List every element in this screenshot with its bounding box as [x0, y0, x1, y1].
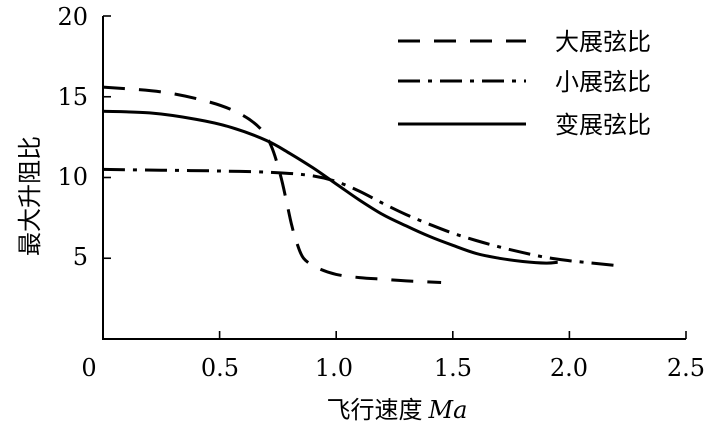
y-ticks: 5 10 15 20 [57, 3, 111, 271]
x-tick-label: 2.5 [667, 354, 705, 382]
legend-label: 小展弦比 [555, 68, 651, 96]
series-line-small-aspect-ratio [102, 167, 617, 267]
y-axis-title: 最大升阻比 [16, 136, 44, 256]
legend-item: 大展弦比 [398, 28, 651, 56]
y-tick-label: 20 [57, 3, 88, 31]
x-axis-title: 飞行速度 Ma [327, 396, 468, 424]
y-tick-label: 10 [57, 163, 88, 191]
x-tick-label: 0.5 [201, 354, 239, 382]
y-tick-label: 5 [73, 243, 88, 271]
x-tick-label: 0 [81, 354, 96, 382]
x-ticks: 0 0.5 1.0 1.5 2.0 2.5 [81, 331, 705, 382]
y-tick-label: 15 [57, 83, 88, 111]
series-line-large-aspect-ratio [102, 85, 442, 284]
x-tick-label: 1.0 [315, 354, 353, 382]
x-axis-title-text: 飞行速度 [327, 396, 423, 424]
x-axis-title-var: Ma [428, 396, 468, 424]
x-tick-label: 1.5 [434, 354, 472, 382]
series-layer [102, 85, 617, 284]
legend-item: 变展弦比 [398, 111, 651, 139]
legend-label: 变展弦比 [555, 111, 651, 139]
legend-label: 大展弦比 [555, 28, 651, 56]
series-line-variable-aspect-ratio [102, 109, 558, 265]
legend-item: 小展弦比 [398, 68, 651, 96]
x-tick-label: 2.0 [550, 354, 588, 382]
legend: 大展弦比 小展弦比 变展弦比 [398, 28, 651, 139]
